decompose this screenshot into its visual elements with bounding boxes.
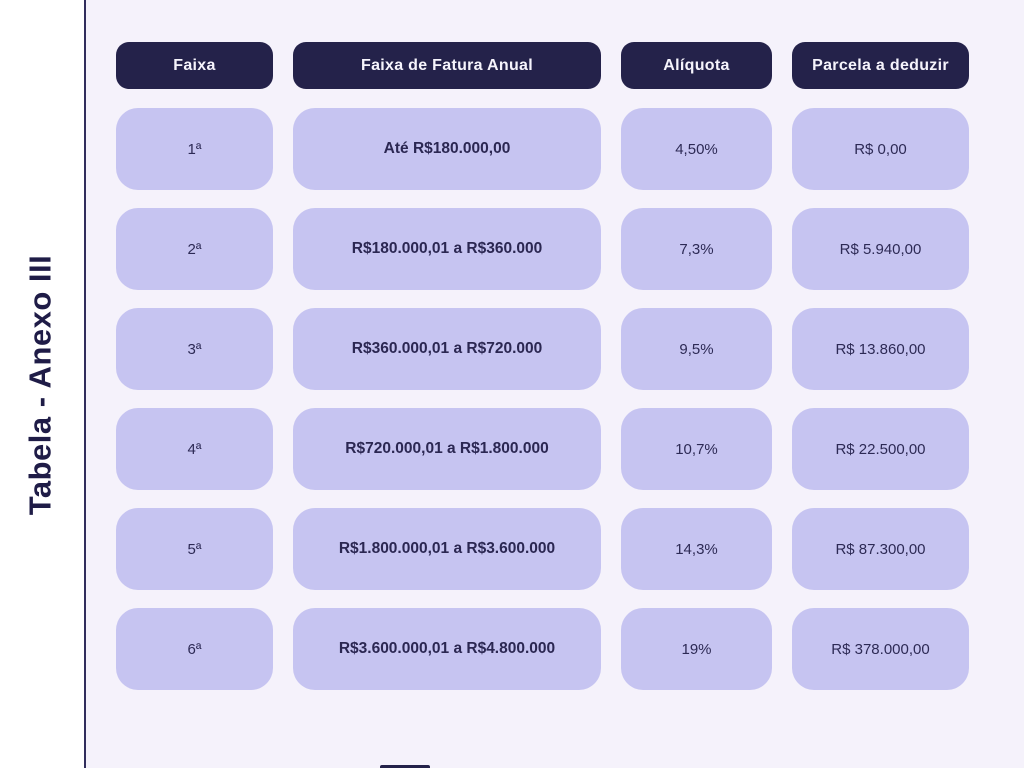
page-title-text: Tabela - Anexo III [22,254,57,516]
cell-aliquota-1: 4,50% [621,108,772,190]
cell-faixa-2: 2ª [116,208,273,290]
cell-parcela-6: R$ 378.000,00 [792,608,969,690]
cell-aliquota-6: 19% [621,608,772,690]
cell-aliquota-5: 14,3% [621,508,772,590]
cell-fatura-2: R$180.000,01 a R$360.000 [293,208,601,290]
cell-aliquota-3: 9,5% [621,308,772,390]
cell-parcela-4: R$ 22.500,00 [792,408,969,490]
column-header-parcela-deduzir: Parcela a deduzir [792,42,969,89]
cell-faixa-4: 4ª [116,408,273,490]
cell-parcela-1: R$ 0,00 [792,108,969,190]
cell-parcela-3: R$ 13.860,00 [792,308,969,390]
cell-fatura-1: Até R$180.000,00 [293,108,601,190]
left-margin-strip [0,0,84,768]
column-header-aliquota: Alíquota [621,42,772,89]
cell-fatura-5: R$1.800.000,01 a R$3.600.000 [293,508,601,590]
vertical-divider-line [84,0,86,768]
column-header-fatura-anual: Faixa de Fatura Anual [293,42,601,89]
column-header-faixa: Faixa [116,42,273,89]
cell-fatura-4: R$720.000,01 a R$1.800.000 [293,408,601,490]
cell-parcela-5: R$ 87.300,00 [792,508,969,590]
cell-faixa-5: 5ª [116,508,273,590]
cell-aliquota-4: 10,7% [621,408,772,490]
cell-fatura-3: R$360.000,01 a R$720.000 [293,308,601,390]
cell-parcela-2: R$ 5.940,00 [792,208,969,290]
tax-bracket-table: Faixa Faixa de Fatura Anual Alíquota Par… [116,42,969,690]
cell-aliquota-2: 7,3% [621,208,772,290]
cell-faixa-6: 6ª [116,608,273,690]
cell-fatura-6: R$3.600.000,01 a R$4.800.000 [293,608,601,690]
cell-faixa-1: 1ª [116,108,273,190]
cell-faixa-3: 3ª [116,308,273,390]
bottom-accent-bar [380,765,430,768]
